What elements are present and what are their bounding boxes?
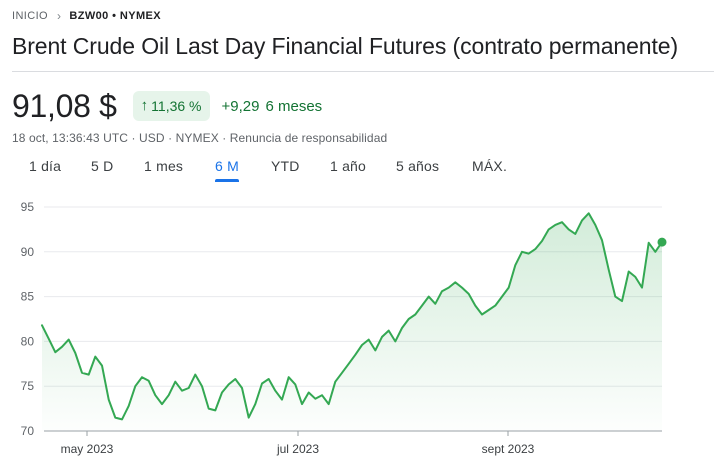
tab-6-months[interactable]: 6 M	[215, 158, 239, 174]
change-period: 6 meses	[265, 97, 323, 115]
price-row: 91,08 $ ↑ 11,36 % +9,29 6 meses	[12, 86, 322, 126]
current-price: 91,08 $	[12, 88, 117, 124]
price-chart[interactable]: 95 90 85 80 75 70 may 2023 jul 2023 sept 2023	[0, 190, 714, 466]
last-price-point	[657, 237, 667, 247]
y-tick-label: 90	[21, 245, 35, 259]
x-tick-label: sept 2023	[482, 442, 535, 456]
breadcrumb: INICIO › BZW00 • NYMEX	[12, 8, 161, 23]
price-line	[41, 212, 663, 421]
header-divider	[12, 71, 714, 72]
y-tick-label: 75	[21, 379, 35, 393]
y-tick-label: 95	[21, 200, 35, 214]
tab-1-day[interactable]: 1 día	[29, 158, 62, 174]
tab-1-year[interactable]: 1 año	[330, 158, 367, 174]
tab-ytd[interactable]: YTD	[271, 158, 300, 174]
tab-5-years[interactable]: 5 años	[396, 158, 440, 174]
y-tick-label: 80	[21, 334, 35, 348]
tab-5-days[interactable]: 5 D	[91, 158, 114, 174]
active-tab-indicator	[215, 179, 239, 182]
page-title: Brent Crude Oil Last Day Financial Futur…	[12, 33, 679, 59]
price-area-fill	[42, 213, 662, 431]
change-percent: 11,36 %	[151, 98, 202, 114]
change-percent-badge: ↑ 11,36 %	[132, 91, 210, 121]
chevron-right-icon: ›	[57, 8, 62, 23]
y-tick-label: 70	[21, 424, 35, 438]
arrow-up-icon: ↑	[140, 97, 149, 114]
tab-1-month[interactable]: 1 mes	[144, 158, 184, 174]
quote-meta: 18 oct, 13:36:43 UTC · USD · NYMEX · Ren…	[12, 131, 388, 145]
tab-max[interactable]: MÁX.	[472, 158, 508, 174]
y-tick-label: 85	[21, 290, 35, 304]
breadcrumb-current: BZW00 • NYMEX	[69, 10, 161, 22]
x-tick-label: jul 2023	[276, 442, 319, 456]
x-tick-label: may 2023	[61, 442, 114, 456]
breadcrumb-home-link[interactable]: INICIO	[12, 10, 49, 22]
change-absolute: +9,29	[221, 97, 260, 115]
